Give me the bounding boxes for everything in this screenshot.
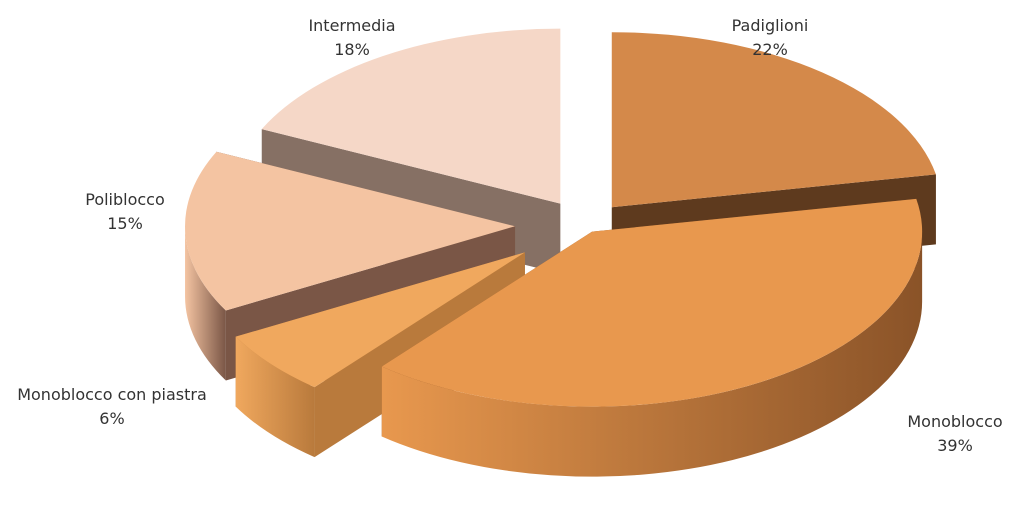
pie-slice-intermedia-top — [261, 28, 561, 204]
slice-name-monoblocco: Monoblocco — [907, 412, 1003, 431]
slice-label-monoblocco-con-piastra: Monoblocco con piastra 6% — [17, 383, 207, 431]
slice-label-monoblocco: Monoblocco 39% — [907, 410, 1002, 458]
slice-name-padiglioni: Padiglioni — [731, 16, 809, 35]
pie-slice-poliblocco-top — [185, 151, 516, 311]
slice-label-intermedia: Intermedia 18% — [308, 14, 395, 62]
slice-label-padiglioni: Padiglioni 22% — [732, 14, 809, 62]
pie-slice-padiglioni-top — [611, 32, 936, 208]
pie-slice-monoblocco-con-piastra-top — [235, 252, 525, 388]
slice-label-poliblocco: Poliblocco 15% — [85, 188, 165, 236]
slice-value-poliblocco: 15% — [107, 214, 143, 233]
pie-slice-monoblocco-con-piastra-side-0 — [235, 336, 315, 458]
pie-slice-monoblocco-side-0 — [381, 231, 923, 477]
slice-value-intermedia: 18% — [334, 40, 370, 59]
slice-value-padiglioni: 22% — [752, 40, 788, 59]
slice-name-poliblocco: Poliblocco — [85, 190, 165, 209]
slice-name-monoblocco-con-piastra: Monoblocco con piastra — [17, 385, 207, 404]
pie-slice-monoblocco-top — [381, 198, 923, 407]
slice-value-monoblocco: 39% — [937, 436, 973, 455]
slice-name-intermedia: Intermedia — [308, 16, 396, 35]
pie-slice-monoblocco — [381, 198, 923, 477]
slice-value-monoblocco-con-piastra: 6% — [99, 409, 125, 428]
pie-slice-poliblocco-side-0 — [185, 226, 226, 381]
